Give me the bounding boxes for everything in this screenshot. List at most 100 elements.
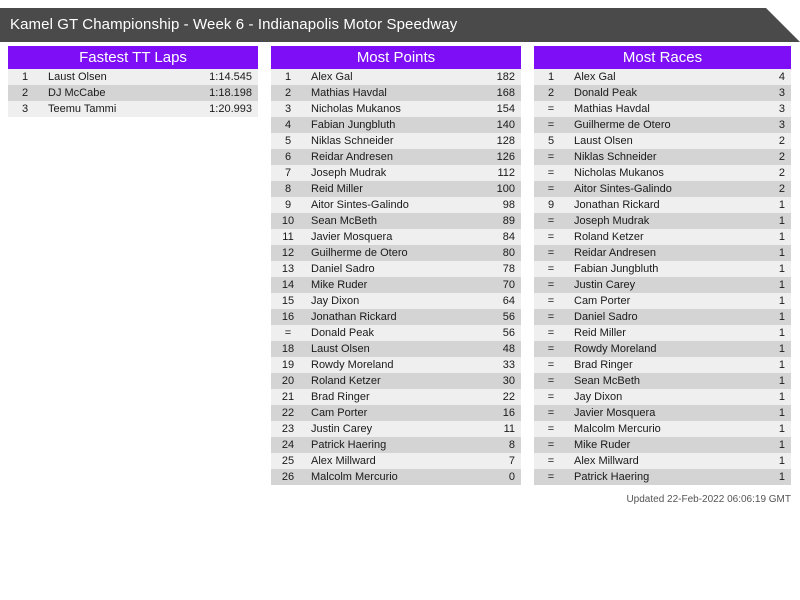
title-bar-background <box>0 8 800 42</box>
table-row: 12 Guilherme de Otero 80 <box>271 245 521 261</box>
cell-driver-name: Rowdy Moreland <box>311 359 394 371</box>
table-row: = Roland Ketzer 1 <box>534 229 791 245</box>
cell-value: 80 <box>502 247 515 259</box>
cell-value: 11 <box>503 423 515 435</box>
cell-value: 56 <box>502 311 515 323</box>
cell-driver-name: Malcolm Mercurio <box>311 471 398 483</box>
cell-value: 182 <box>496 71 515 83</box>
cell-position: 8 <box>284 183 292 195</box>
table-row: = Donald Peak 56 <box>271 325 521 341</box>
cell-value: 89 <box>502 215 515 227</box>
cell-value: 7 <box>508 455 515 467</box>
cell-position: = <box>547 231 555 243</box>
cell-driver-name: Niklas Schneider <box>311 135 394 147</box>
cell-position: = <box>547 455 555 467</box>
cell-position: = <box>547 151 555 163</box>
cell-value: 1 <box>778 295 785 307</box>
cell-value: 1 <box>778 279 785 291</box>
table-row: = Brad Ringer 1 <box>534 357 791 373</box>
cell-position: = <box>547 343 555 355</box>
cell-driver-name: Laust Olsen <box>311 343 370 355</box>
cell-value: 56 <box>502 327 515 339</box>
cell-position: 4 <box>284 119 292 131</box>
table-row: = Joseph Mudrak 1 <box>534 213 791 229</box>
cell-driver-name: Donald Peak <box>574 87 637 99</box>
updated-timestamp: Updated 22-Feb-2022 06:06:19 GMT <box>626 494 791 505</box>
cell-driver-name: Laust Olsen <box>48 71 107 83</box>
cell-value: 168 <box>496 87 515 99</box>
table-row: 15 Jay Dixon 64 <box>271 293 521 309</box>
cell-position: 5 <box>547 135 555 147</box>
cell-driver-name: Reid Miller <box>574 327 626 339</box>
table-row: = Aitor Sintes-Galindo 2 <box>534 181 791 197</box>
cell-position: 5 <box>284 135 292 147</box>
cell-driver-name: Jay Dixon <box>311 295 360 307</box>
table-row: 22 Cam Porter 16 <box>271 405 521 421</box>
cell-value: 2 <box>778 151 785 163</box>
table-row: 7 Joseph Mudrak 112 <box>271 165 521 181</box>
cell-position: = <box>547 327 555 339</box>
cell-value: 1 <box>778 311 785 323</box>
cell-position: = <box>547 391 555 403</box>
panel-heading-most-points: Most Points <box>271 46 521 69</box>
cell-driver-name: Jonathan Rickard <box>574 199 660 211</box>
cell-value: 1 <box>778 391 785 403</box>
cell-driver-name: Alex Millward <box>311 455 376 467</box>
cell-position: 11 <box>282 231 294 243</box>
cell-position: = <box>547 215 555 227</box>
table-row: 2 Donald Peak 3 <box>534 85 791 101</box>
cell-position: = <box>547 295 555 307</box>
table-row: = Jay Dixon 1 <box>534 389 791 405</box>
cell-value: 1:14.545 <box>209 71 252 83</box>
table-most-races: 1 Alex Gal 4 2 Donald Peak 3 = Mathias Havdal 3 =… <box>534 69 791 485</box>
cell-value: 1 <box>778 423 785 435</box>
cell-position: 3 <box>284 103 292 115</box>
cell-position: = <box>547 119 555 131</box>
cell-value: 1 <box>778 231 785 243</box>
cell-position: 1 <box>21 71 29 83</box>
table-row: 5 Niklas Schneider 128 <box>271 133 521 149</box>
cell-driver-name: Alex Gal <box>574 71 616 83</box>
table-row: = Cam Porter 1 <box>534 293 791 309</box>
cell-position: 26 <box>281 471 295 483</box>
cell-value: 1 <box>778 455 785 467</box>
cell-value: 1 <box>778 439 785 451</box>
table-row: 2 DJ McCabe 1:18.198 <box>8 85 258 101</box>
table-row: = Sean McBeth 1 <box>534 373 791 389</box>
panel-most-points: Most Points 1 Alex Gal 182 2 Mathias Havdal 1… <box>271 46 521 485</box>
cell-position: 16 <box>281 311 295 323</box>
cell-value: 1 <box>778 471 785 483</box>
cell-value: 16 <box>502 407 515 419</box>
cell-position: 21 <box>281 391 295 403</box>
cell-value: 3 <box>778 103 785 115</box>
cell-position: = <box>547 247 555 259</box>
cell-driver-name: Cam Porter <box>311 407 368 419</box>
cell-driver-name: Niklas Schneider <box>574 151 657 163</box>
table-row: 19 Rowdy Moreland 33 <box>271 357 521 373</box>
cell-driver-name: Fabian Jungbluth <box>311 119 396 131</box>
cell-value: 33 <box>502 359 515 371</box>
cell-position: 13 <box>281 263 295 275</box>
cell-value: 3 <box>778 119 785 131</box>
table-row: = Reidar Andresen 1 <box>534 245 791 261</box>
table-fastest-tt-laps: 1 Laust Olsen 1:14.545 2 DJ McCabe 1:18.198 3 T… <box>8 69 258 117</box>
table-row: = Guilherme de Otero 3 <box>534 117 791 133</box>
cell-driver-name: Guilherme de Otero <box>574 119 671 131</box>
cell-position: 24 <box>281 439 295 451</box>
table-row: 9 Jonathan Rickard 1 <box>534 197 791 213</box>
cell-position: = <box>547 359 555 371</box>
cell-driver-name: Alex Gal <box>311 71 353 83</box>
cell-driver-name: Justin Carey <box>311 423 373 435</box>
table-row: = Nicholas Mukanos 2 <box>534 165 791 181</box>
cell-value: 1 <box>778 263 785 275</box>
cell-position: 2 <box>547 87 555 99</box>
panel-heading-fastest-tt-laps: Fastest TT Laps <box>8 46 258 69</box>
cell-position: 15 <box>281 295 295 307</box>
table-row: 6 Reidar Andresen 126 <box>271 149 521 165</box>
cell-driver-name: Daniel Sadro <box>574 311 638 323</box>
cell-driver-name: Patrick Haering <box>574 471 650 483</box>
cell-driver-name: Donald Peak <box>311 327 374 339</box>
cell-position: 19 <box>281 359 295 371</box>
cell-position: 14 <box>281 279 295 291</box>
cell-driver-name: Roland Ketzer <box>574 231 644 243</box>
